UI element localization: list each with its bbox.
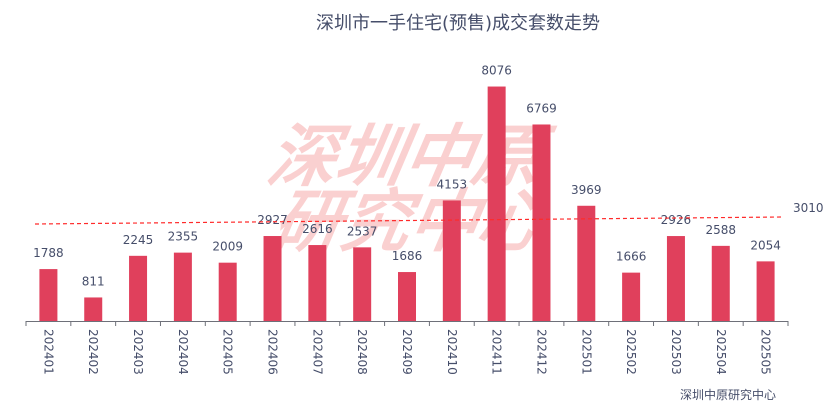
data-label: 811 bbox=[82, 274, 105, 288]
x-tick-label: 202402 bbox=[86, 329, 100, 375]
average-line bbox=[34, 216, 784, 225]
x-tick-label: 202405 bbox=[221, 329, 235, 375]
bars bbox=[39, 86, 775, 321]
x-tick-label: 202407 bbox=[310, 329, 324, 375]
x-tick-label: 202503 bbox=[669, 329, 683, 375]
bar-202502 bbox=[622, 272, 641, 321]
data-label: 2926 bbox=[661, 213, 692, 227]
x-tick-label: 202504 bbox=[714, 329, 728, 375]
data-label: 1686 bbox=[392, 249, 423, 263]
source-label: 深圳中原研究中心 bbox=[680, 387, 776, 402]
x-tick-label: 202505 bbox=[759, 329, 773, 375]
x-tick-label: 202412 bbox=[534, 329, 548, 375]
bar-202402 bbox=[84, 297, 103, 321]
x-tick-label: 202410 bbox=[445, 329, 459, 375]
data-label: 4153 bbox=[437, 177, 468, 191]
data-label: 6769 bbox=[526, 101, 557, 115]
data-label: 2009 bbox=[212, 240, 243, 254]
bar-202505 bbox=[756, 261, 775, 321]
bar-202501 bbox=[577, 205, 596, 321]
bar-202412 bbox=[532, 124, 551, 321]
data-label: 2355 bbox=[168, 230, 199, 244]
data-label: 8076 bbox=[481, 64, 512, 78]
data-label: 2537 bbox=[347, 224, 378, 238]
bar-202406 bbox=[263, 236, 282, 321]
bar-202405 bbox=[218, 262, 237, 321]
bar-202503 bbox=[666, 236, 685, 321]
data-labels: 1788 811 2245 2355 2009 2927 2616 2537 1686 4153 8… bbox=[33, 64, 781, 289]
data-label: 2054 bbox=[750, 238, 781, 252]
data-label: 1788 bbox=[33, 246, 64, 260]
x-tick-label: 202403 bbox=[131, 329, 145, 375]
bar-202504 bbox=[711, 245, 730, 321]
x-tick-label: 202502 bbox=[624, 329, 638, 375]
bar-202407 bbox=[308, 245, 327, 321]
bar-202411 bbox=[487, 86, 506, 321]
x-tick-label: 202404 bbox=[176, 329, 190, 375]
x-tick-label: 202406 bbox=[266, 329, 280, 375]
watermark: 深圳中原 研究中心 bbox=[262, 117, 559, 261]
bar-202410 bbox=[442, 200, 461, 321]
average-line-label: 3010 bbox=[793, 201, 824, 215]
x-tick-label: 202401 bbox=[41, 329, 55, 375]
data-label: 1666 bbox=[616, 250, 647, 264]
data-label: 2616 bbox=[302, 222, 333, 236]
x-tick-label: 202411 bbox=[490, 329, 504, 375]
data-label: 2927 bbox=[257, 213, 288, 227]
x-tick-label: 202408 bbox=[355, 329, 369, 375]
bar-202403 bbox=[129, 255, 148, 321]
data-label: 2245 bbox=[123, 233, 154, 247]
data-label: 3969 bbox=[571, 183, 602, 197]
watermark-line-1: 深圳中原 bbox=[262, 117, 559, 196]
chart-title: 深圳市一手住宅(预售)成交套数走势 bbox=[316, 13, 600, 34]
bar-202401 bbox=[39, 269, 58, 321]
x-tick-label: 202501 bbox=[579, 329, 593, 375]
bar-202408 bbox=[353, 247, 372, 321]
x-tick-label: 202409 bbox=[400, 329, 414, 375]
bar-202404 bbox=[173, 252, 192, 321]
bar-202409 bbox=[398, 272, 416, 321]
data-label: 2588 bbox=[705, 223, 736, 237]
x-axis: 202401 202402 202403 202404 202405 202406 2024… bbox=[25, 321, 789, 375]
